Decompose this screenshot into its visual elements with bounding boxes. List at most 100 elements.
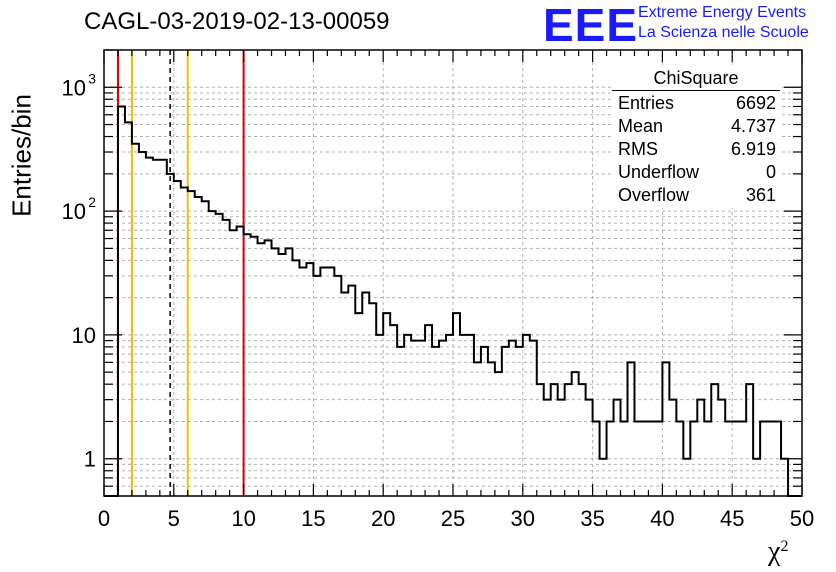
histogram-bin [174, 181, 181, 496]
histogram-bin [628, 362, 635, 496]
stats-key: Entries [618, 93, 675, 113]
histogram-bin [244, 234, 251, 496]
x-tick-label: 15 [301, 506, 325, 531]
histogram-bin [397, 347, 404, 496]
histogram-bin [648, 421, 655, 496]
histogram-bin [272, 248, 279, 496]
stats-key: Underflow [618, 162, 700, 182]
histogram-bin [313, 276, 320, 496]
histogram-bin [614, 400, 621, 496]
stats-key: Overflow [618, 185, 690, 205]
histogram-bin [530, 341, 537, 496]
histogram-bin [355, 313, 362, 496]
histogram-bin [153, 160, 160, 496]
histogram-bin [767, 421, 774, 496]
histogram-bin [125, 122, 132, 496]
histogram-bin [662, 362, 669, 496]
histogram-bin [467, 335, 474, 496]
histogram-outline [104, 105, 802, 497]
stats-row-entries: Entries 6692 [618, 93, 776, 115]
histogram-bin [586, 400, 593, 496]
histogram-bin [453, 313, 460, 496]
histogram-bin [460, 335, 467, 496]
histogram-bin [516, 347, 523, 496]
histogram-bin [725, 421, 732, 496]
histogram-bin [607, 421, 614, 496]
histogram-bin [732, 421, 739, 496]
histogram-bin [320, 268, 327, 496]
histogram-bin [572, 372, 579, 496]
histogram-bin [669, 400, 676, 496]
histogram-bin [690, 421, 697, 496]
x-tick-label: 5 [168, 506, 180, 531]
logo-line-1: Extreme Energy Events [638, 4, 807, 21]
x-tick-label: 10 [231, 506, 255, 531]
histogram-bin [718, 400, 725, 496]
histogram-bin [760, 421, 767, 496]
histogram-bin [181, 188, 188, 496]
histogram-bin [621, 421, 628, 496]
histogram-bin [404, 335, 411, 496]
histogram-bin [292, 260, 299, 496]
histogram-bin [160, 160, 167, 496]
histogram-bin [655, 421, 662, 496]
histogram-bin [376, 335, 383, 496]
histogram-bin [537, 384, 544, 496]
histogram-bin [593, 421, 600, 496]
histogram-bin [676, 421, 683, 496]
histogram-bin [334, 276, 341, 496]
histogram-bin [202, 201, 209, 496]
stats-value: 6692 [735, 93, 776, 113]
histogram-bin [299, 268, 306, 496]
stats-key: Mean [618, 116, 664, 136]
y-tick-label: 10 [72, 323, 96, 348]
histogram-bin [739, 421, 746, 496]
axis-ticks [103, 49, 803, 496]
histogram-bin [195, 197, 202, 496]
histogram-bin [746, 384, 753, 496]
histogram-bin [209, 211, 216, 496]
stats-title: ChiSquare [612, 68, 780, 91]
histogram-bin [258, 243, 265, 496]
logo-line-2: La Scienza nelle Scuole [638, 24, 809, 41]
histogram-bin [285, 248, 292, 496]
histogram-bin [265, 240, 272, 496]
y-tick-label: 1 [84, 447, 96, 472]
histogram-bin [216, 214, 223, 496]
stats-row-mean: Mean 4.737 [618, 116, 776, 138]
stats-value: 361 [745, 185, 776, 205]
eee-logo: EEE Extreme Energy Events La Scienza nel… [543, 0, 833, 51]
chart-title: CAGL-03-2019-02-13-00059 [84, 8, 390, 35]
histogram-bin [781, 459, 788, 496]
y-tick-label-exponent: 3 [88, 70, 96, 86]
histogram-bin [544, 400, 551, 496]
stats-box: ChiSquare Entries 6692 Mean 4.737 RMS 6.… [612, 68, 780, 208]
x-tick-label: 25 [441, 506, 465, 531]
stats-value: 6.919 [730, 139, 776, 159]
histogram-bin [600, 459, 607, 496]
histogram-bin [348, 286, 355, 496]
histogram-bin [390, 325, 397, 496]
histogram-bin [474, 362, 481, 496]
x-axis-label-symbol: χ [768, 536, 781, 567]
histogram-bin [495, 372, 502, 496]
y-tick-label: 10 [62, 199, 86, 224]
histogram-bin [558, 400, 565, 496]
histogram-bin [704, 421, 711, 496]
y-tick-label: 10 [62, 75, 86, 100]
histogram-bin [446, 335, 453, 496]
histogram-bin [411, 341, 418, 496]
histogram-bin [188, 191, 195, 496]
x-tick-label: 0 [98, 506, 110, 531]
histogram-bin [641, 421, 648, 496]
x-axis-label-exponent: 2 [780, 538, 789, 555]
stats-row-overflow: Overflow 361 [618, 185, 776, 207]
histogram-bin [230, 230, 237, 496]
histogram-bin [118, 106, 125, 496]
eee-logo-mark: EEE [543, 0, 639, 51]
histogram-bin [774, 421, 781, 496]
histogram-bin [711, 384, 718, 496]
histogram-bin [306, 263, 313, 496]
x-axis-label: χ2 [768, 536, 788, 568]
